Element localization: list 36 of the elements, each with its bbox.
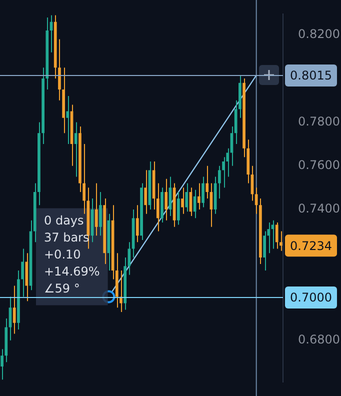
candlestick <box>193 189 196 219</box>
candlestick <box>218 165 221 200</box>
ref-line-label: 0.8015 <box>290 68 332 83</box>
candlestick <box>206 165 209 200</box>
candlestick <box>25 252 28 302</box>
annotation: ∠59 ° <box>44 281 80 296</box>
candlestick <box>222 156 225 188</box>
candlestick <box>263 230 266 272</box>
candlestick <box>66 96 70 145</box>
candlestick <box>58 38 61 101</box>
y-tick-label: 0.8200 <box>298 27 340 42</box>
candlestick <box>275 222 278 250</box>
y-tick-label: 0.6800 <box>298 332 340 346</box>
candlestick <box>197 182 200 210</box>
candlestick <box>21 248 24 298</box>
candlestick <box>74 122 78 178</box>
y-tick-label: 0.7800 <box>298 114 340 128</box>
candlestick <box>136 204 139 243</box>
y-tick-label: 0.7400 <box>298 202 340 216</box>
candlestick <box>144 170 148 214</box>
ref-line-label: 0.7000 <box>290 290 332 305</box>
candlestick <box>99 192 102 236</box>
candlestick <box>176 192 180 226</box>
y-tick-label: 0.7600 <box>298 158 340 172</box>
candlestick <box>202 176 204 208</box>
annotation: 0 days <box>44 213 84 228</box>
annotation: +14.69% <box>44 264 100 278</box>
candlestick <box>185 182 188 212</box>
text: 0.7234 <box>290 238 332 253</box>
annotation: +0.10 <box>44 247 81 262</box>
candlestick <box>181 187 184 214</box>
candlestick <box>164 178 168 221</box>
candlestick <box>254 187 258 214</box>
candlestick <box>94 182 98 236</box>
candlestick <box>271 220 274 250</box>
candlestick <box>12 285 16 334</box>
